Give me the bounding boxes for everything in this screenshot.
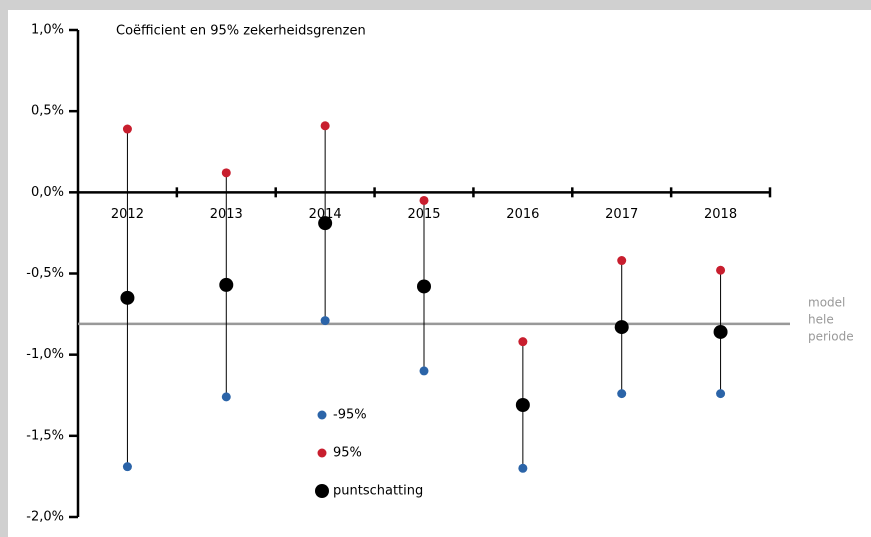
y-tick-label: 0,5% (31, 104, 64, 119)
point (320, 316, 330, 326)
point (122, 462, 132, 472)
point (518, 337, 528, 347)
point (219, 277, 234, 292)
reference-label: hele (808, 312, 834, 326)
legend-marker (315, 484, 329, 498)
legend-label: puntschatting (333, 484, 423, 499)
legend-label: -95% (333, 408, 367, 423)
point (318, 216, 333, 231)
reference-label: model (808, 295, 845, 309)
y-tick-label: 1,0% (31, 23, 64, 38)
chart-title: Coëfficient en 95% zekerheidsgrenzen (116, 24, 366, 39)
x-tick-label: 2017 (605, 207, 638, 222)
y-tick-label: -1,0% (26, 347, 64, 362)
point (419, 366, 429, 376)
point (518, 463, 528, 473)
point (716, 265, 726, 275)
y-tick-label: -0,5% (26, 266, 64, 281)
point (221, 392, 231, 402)
y-tick-label: 0,0% (31, 185, 64, 200)
x-tick-label: 2018 (704, 207, 737, 222)
point (614, 320, 629, 335)
point (419, 195, 429, 205)
point (716, 389, 726, 399)
point (320, 121, 330, 131)
point (417, 279, 431, 294)
point (221, 168, 231, 178)
point (713, 324, 728, 339)
top-border (0, 0, 871, 10)
legend-label: 95% (333, 446, 362, 461)
point (617, 389, 627, 399)
point (515, 397, 530, 412)
y-tick-label: -2,0% (26, 510, 64, 525)
point (122, 124, 132, 134)
x-tick-label: 2016 (506, 207, 539, 222)
left-border (0, 0, 8, 537)
reference-label: periode (808, 329, 854, 343)
y-tick-label: -1,5% (26, 428, 64, 443)
point (617, 256, 627, 266)
point (120, 290, 135, 305)
legend-marker (317, 448, 327, 458)
legend-marker (317, 410, 327, 420)
